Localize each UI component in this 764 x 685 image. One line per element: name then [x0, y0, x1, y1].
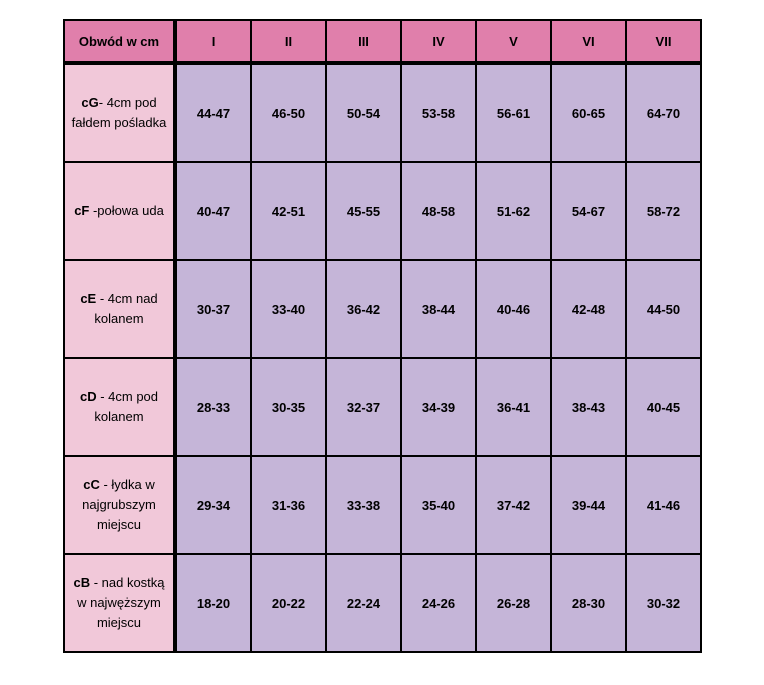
table-row: cG- 4cm pod fałdem pośladka 44-47 46-50 … — [63, 62, 702, 163]
corner-label: Obwód w cm — [63, 19, 177, 64]
table-cell: 26-28 — [475, 553, 552, 653]
row-description: - 4cm pod kolanem — [94, 389, 159, 424]
table-cell: 29-34 — [174, 455, 252, 555]
column-header: II — [250, 19, 327, 64]
row-description: - 4cm nad kolanem — [94, 291, 158, 326]
table-cell: 33-38 — [325, 455, 402, 555]
table-cell: 40-47 — [174, 161, 252, 261]
table-cell: 56-61 — [475, 62, 552, 163]
table-cell: 38-44 — [400, 259, 477, 359]
column-header: VII — [625, 19, 702, 64]
table-row: cB - nad kostką w najwęższym miejscu 18-… — [63, 553, 702, 653]
table-cell: 41-46 — [625, 455, 702, 555]
table-cell: 44-50 — [625, 259, 702, 359]
table-cell: 48-58 — [400, 161, 477, 261]
row-code: cE — [80, 291, 97, 306]
table-cell: 37-42 — [475, 455, 552, 555]
table-cell: 18-20 — [174, 553, 252, 653]
table-cell: 30-32 — [625, 553, 702, 653]
row-code: cF — [74, 203, 90, 218]
column-header: VI — [550, 19, 627, 64]
table-body: cG- 4cm pod fałdem pośladka 44-47 46-50 … — [63, 62, 702, 653]
table-cell: 46-50 — [250, 62, 327, 163]
table-row: cC - łydka w najgrubszym miejscu 29-34 3… — [63, 455, 702, 555]
row-code: cC — [83, 477, 100, 492]
table-row: cE - 4cm nad kolanem 30-37 33-40 36-42 3… — [63, 259, 702, 359]
row-label: cC - łydka w najgrubszym miejscu — [63, 455, 177, 555]
row-label: cG- 4cm pod fałdem pośladka — [63, 62, 177, 163]
column-header: I — [174, 19, 252, 64]
column-header: IV — [400, 19, 477, 64]
row-description: -połowa uda — [89, 203, 164, 218]
row-label: cD - 4cm pod kolanem — [63, 357, 177, 457]
table-cell: 36-42 — [325, 259, 402, 359]
column-header: V — [475, 19, 552, 64]
header-row: Obwód w cm I II III IV V VI VII — [63, 19, 702, 64]
table-cell: 60-65 — [550, 62, 627, 163]
row-description: - łydka w najgrubszym miejscu — [82, 477, 156, 532]
table-cell: 38-43 — [550, 357, 627, 457]
size-chart-table: Obwód w cm I II III IV V VI VII cG- 4cm … — [63, 19, 702, 653]
table-cell: 39-44 — [550, 455, 627, 555]
table-cell: 42-48 — [550, 259, 627, 359]
row-code: cG — [81, 95, 99, 110]
table-cell: 42-51 — [250, 161, 327, 261]
row-label: cE - 4cm nad kolanem — [63, 259, 177, 359]
table-row: cF -połowa uda 40-47 42-51 45-55 48-58 5… — [63, 161, 702, 261]
table-cell: 30-37 — [174, 259, 252, 359]
table-cell: 28-33 — [174, 357, 252, 457]
table-cell: 32-37 — [325, 357, 402, 457]
table-row: cD - 4cm pod kolanem 28-33 30-35 32-37 3… — [63, 357, 702, 457]
table-cell: 44-47 — [174, 62, 252, 163]
row-description: - 4cm pod fałdem pośladka — [71, 95, 167, 130]
table-cell: 34-39 — [400, 357, 477, 457]
table-cell: 40-46 — [475, 259, 552, 359]
table-cell: 33-40 — [250, 259, 327, 359]
row-description: - nad kostką w najwęższym miejscu — [77, 575, 165, 630]
table-cell: 28-30 — [550, 553, 627, 653]
table-cell: 40-45 — [625, 357, 702, 457]
table-cell: 64-70 — [625, 62, 702, 163]
table-cell: 35-40 — [400, 455, 477, 555]
column-header: III — [325, 19, 402, 64]
table-cell: 31-36 — [250, 455, 327, 555]
table-cell: 36-41 — [475, 357, 552, 457]
row-code: cD — [79, 389, 97, 404]
table-cell: 45-55 — [325, 161, 402, 261]
table-cell: 50-54 — [325, 62, 402, 163]
row-label: cB - nad kostką w najwęższym miejscu — [63, 553, 177, 653]
table-cell: 54-67 — [550, 161, 627, 261]
row-code: cB — [73, 575, 91, 590]
table-header: Obwód w cm I II III IV V VI VII — [63, 19, 702, 64]
table-cell: 24-26 — [400, 553, 477, 653]
table-cell: 58-72 — [625, 161, 702, 261]
table-cell: 22-24 — [325, 553, 402, 653]
table-cell: 30-35 — [250, 357, 327, 457]
table-cell: 20-22 — [250, 553, 327, 653]
row-label: cF -połowa uda — [63, 161, 177, 261]
table-cell: 51-62 — [475, 161, 552, 261]
table-cell: 53-58 — [400, 62, 477, 163]
